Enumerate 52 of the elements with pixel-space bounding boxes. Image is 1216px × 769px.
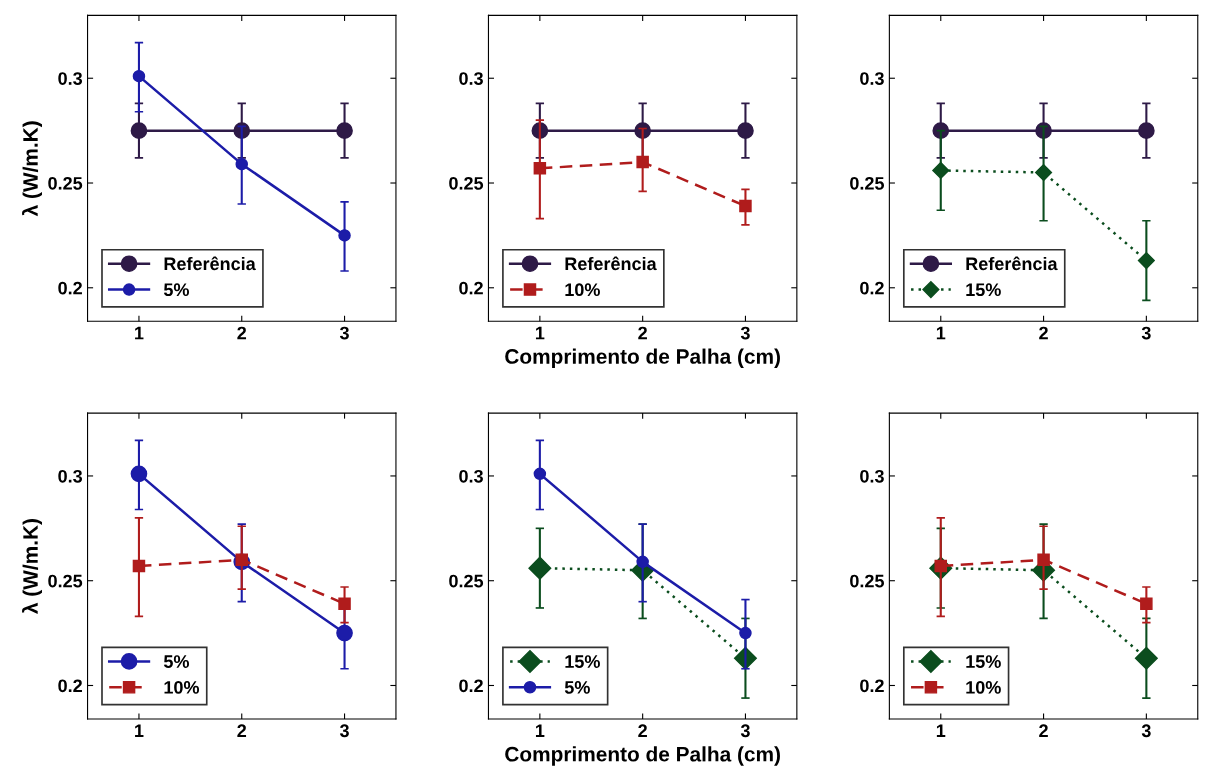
x-tick-label: 3	[339, 326, 349, 340]
y-axis-title: λ (W/m.K)	[22, 121, 42, 217]
y-tick-label: 0.2	[459, 679, 483, 693]
x-tick-label: 3	[1141, 724, 1151, 738]
legend-label: Referência	[565, 256, 657, 271]
y-tick-label: 0.25	[449, 574, 484, 588]
legend-label: 15%	[966, 283, 1001, 297]
x-tick-label: 1	[936, 326, 946, 340]
x-tick-label: 1	[135, 326, 144, 340]
x-tick-label: 3	[740, 724, 750, 738]
x-tick-label: 2	[237, 724, 247, 737]
y-tick-label: 0.2	[459, 281, 483, 295]
y-tick-label: 0.25	[48, 574, 83, 588]
y-tick-label: 0.25	[449, 176, 484, 190]
legend-label: 10%	[565, 283, 600, 297]
x-tick-label: 3	[740, 326, 750, 340]
legend-label: Referência	[164, 256, 256, 271]
y-tick-label: 0.25	[850, 176, 885, 190]
x-tick-label: 2	[638, 326, 647, 340]
x-tick-label: 1	[535, 326, 545, 340]
legend-label: Referência	[966, 256, 1058, 271]
y-tick-label: 0.3	[860, 469, 884, 483]
x-tick-label: 3	[339, 724, 349, 738]
legend-label: 10%	[164, 680, 200, 694]
y-tick-label: 0.25	[48, 176, 83, 190]
y-tick-label: 0.2	[860, 281, 884, 295]
y-tick-label: 0.2	[860, 679, 884, 693]
y-axis-title: λ (W/m.K)	[22, 519, 42, 614]
x-tick-label: 1	[535, 724, 545, 737]
x-tick-label: 3	[1141, 326, 1151, 340]
y-tick-label: 0.3	[58, 72, 83, 85]
x-axis-title: Comprimento de Palha (cm)	[505, 746, 780, 766]
x-tick-label: 2	[638, 724, 647, 737]
y-tick-label: 0.3	[58, 469, 83, 483]
legend-label: 5%	[163, 655, 190, 668]
y-tick-label: 0.25	[850, 574, 885, 588]
legend-label: 5%	[564, 681, 590, 694]
y-tick-label: 0.3	[860, 72, 884, 85]
legend-label: 5%	[163, 283, 190, 297]
x-tick-label: 2	[1039, 724, 1048, 737]
x-tick-label: 1	[135, 724, 144, 737]
x-axis-title: Comprimento de Palha (cm)	[505, 348, 780, 368]
x-tick-label: 1	[936, 724, 946, 737]
x-tick-label: 2	[1039, 326, 1048, 340]
y-tick-label: 0.3	[459, 72, 483, 85]
legend-label: 15%	[966, 655, 1001, 668]
legend-label: 10%	[966, 680, 1001, 694]
y-tick-label: 0.2	[58, 281, 82, 295]
legend-label: 15%	[565, 655, 600, 668]
x-tick-label: 2	[237, 326, 247, 340]
y-tick-label: 0.3	[459, 469, 483, 483]
y-tick-label: 0.2	[58, 679, 82, 693]
